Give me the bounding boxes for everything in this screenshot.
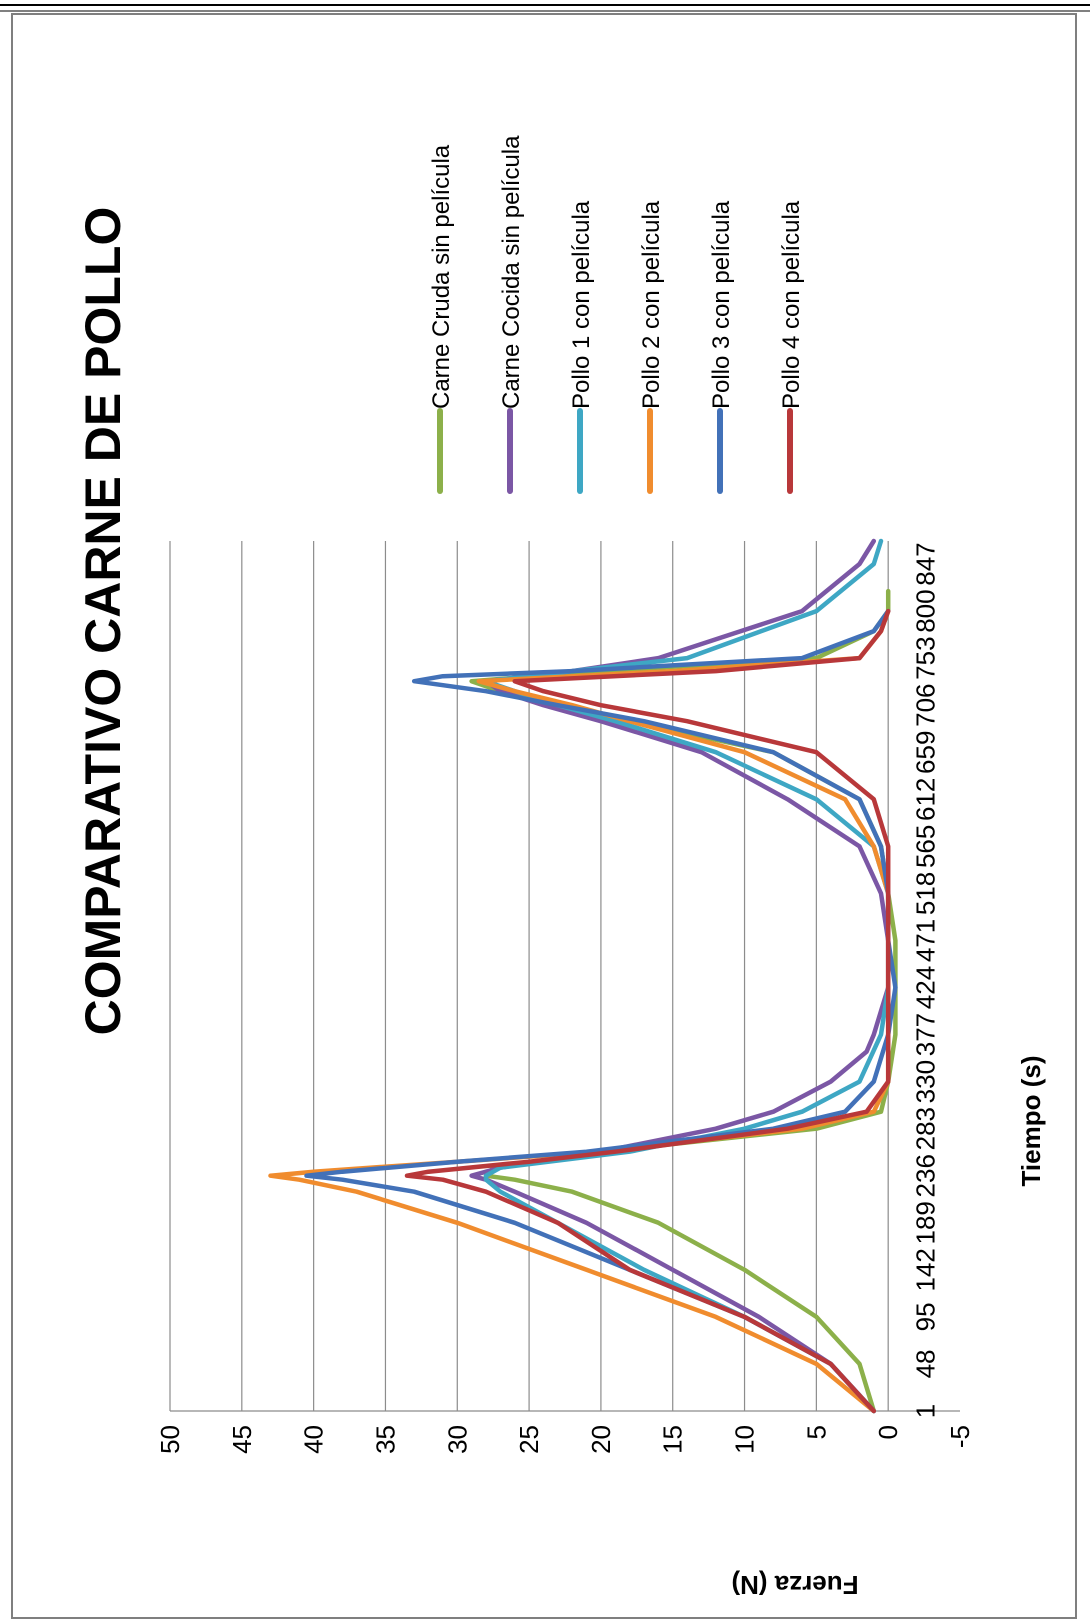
- y-tick-label: 35: [370, 1425, 400, 1454]
- x-tick-label: 706: [911, 683, 941, 726]
- y-axis-ticks: 50 45 40 35 30 25 20 15 10 5 0 -5: [155, 1425, 975, 1454]
- x-tick-label: 518: [911, 872, 941, 915]
- x-tick-label: 48: [911, 1349, 941, 1378]
- legend: Carne Cruda sin película Carne Cocida sin…: [428, 135, 805, 494]
- x-tick-label: 612: [911, 778, 941, 821]
- y-tick-label: 40: [299, 1425, 329, 1454]
- x-tick-label: 565: [911, 825, 941, 868]
- x-tick-label: 800: [911, 589, 941, 632]
- chart-rotated-group: 50 45 40 35 30 25 20 15 10 5 0 -5 14895142189236283…: [75, 135, 1046, 1600]
- legend-label-4: Pollo 2 con película: [638, 200, 665, 409]
- series-line-4: [268, 608, 891, 1414]
- y-tick-label: -5: [945, 1425, 975, 1448]
- y-tick-label: 5: [801, 1425, 831, 1439]
- series-lines: [268, 538, 898, 1414]
- legend-label-1: Carne Cruda sin película: [428, 144, 455, 409]
- x-tick-label: 236: [911, 1154, 941, 1197]
- x-tick-label: 189: [911, 1201, 941, 1244]
- y-tick-label: 30: [442, 1425, 472, 1454]
- x-tick-label: 283: [911, 1107, 941, 1150]
- series-line-6: [404, 608, 891, 1414]
- x-tick-label: 377: [911, 1013, 941, 1056]
- y-axis-label: Fuerza (N): [731, 1570, 858, 1600]
- x-tick-label: 142: [911, 1248, 941, 1291]
- x-tick-label: 471: [911, 919, 941, 962]
- legend-label-6: Pollo 4 con película: [778, 200, 805, 409]
- x-axis-label: Tiempo (s): [1016, 1056, 1046, 1187]
- x-tick-label: 424: [911, 966, 941, 1009]
- x-axis-ticks: 1 48 95 142 189 236 283 330 377 424 471 518 565 612 65…: [911, 542, 941, 1418]
- y-tick-label: 0: [873, 1425, 903, 1439]
- x-tick-label: 753: [911, 636, 941, 679]
- y-tick-label: 10: [730, 1425, 760, 1454]
- legend-label-3: Pollo 1 con película: [568, 200, 595, 409]
- x-tick-label: 330: [911, 1060, 941, 1103]
- legend-label-5: Pollo 3 con película: [708, 200, 735, 409]
- y-tick-label: 45: [227, 1425, 257, 1454]
- y-tick-label: 20: [586, 1425, 616, 1454]
- chart-title: COMPARATIVO CARNE DE POLLO: [75, 207, 131, 1036]
- legend-label-2: Carne Cocida sin película: [498, 135, 525, 409]
- x-tick-label: 847: [911, 542, 941, 585]
- x-tick-label: 95: [911, 1302, 941, 1331]
- series-line-5: [304, 608, 898, 1414]
- chart-border: [11, 13, 1077, 1619]
- y-tick-label: 25: [514, 1425, 544, 1454]
- x-tick-label: 659: [911, 731, 941, 774]
- y-tick-label: 50: [155, 1425, 185, 1454]
- y-tick-label: 15: [658, 1425, 688, 1454]
- x-tick-label: 1: [911, 1404, 941, 1418]
